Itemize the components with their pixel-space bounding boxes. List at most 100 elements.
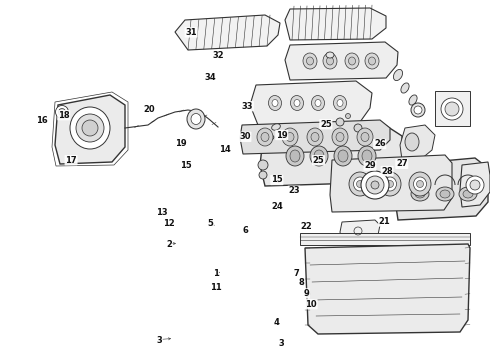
Ellipse shape: [307, 57, 314, 65]
Ellipse shape: [441, 98, 463, 120]
Polygon shape: [240, 120, 390, 154]
Ellipse shape: [393, 69, 403, 81]
Polygon shape: [305, 244, 470, 334]
Text: 19: 19: [175, 139, 187, 148]
Ellipse shape: [354, 124, 362, 132]
Polygon shape: [55, 95, 125, 164]
Ellipse shape: [436, 187, 454, 201]
Ellipse shape: [379, 172, 401, 196]
Text: 16: 16: [36, 116, 48, 125]
Polygon shape: [460, 162, 490, 207]
Text: 18: 18: [58, 111, 70, 120]
Ellipse shape: [365, 53, 379, 69]
Ellipse shape: [311, 132, 319, 141]
Ellipse shape: [282, 128, 298, 146]
Ellipse shape: [366, 176, 384, 194]
Text: 7: 7: [294, 269, 299, 278]
Polygon shape: [285, 8, 386, 40]
Ellipse shape: [334, 95, 346, 111]
Ellipse shape: [269, 95, 282, 111]
Ellipse shape: [345, 113, 350, 118]
Ellipse shape: [387, 180, 393, 188]
Text: 3: 3: [156, 336, 162, 345]
Text: 3: 3: [279, 339, 285, 348]
Ellipse shape: [470, 180, 480, 190]
Text: 11: 11: [210, 284, 221, 292]
Ellipse shape: [357, 180, 364, 188]
Ellipse shape: [336, 132, 344, 141]
Polygon shape: [250, 81, 372, 125]
Ellipse shape: [409, 172, 431, 196]
Polygon shape: [175, 15, 280, 50]
Ellipse shape: [76, 114, 104, 142]
Ellipse shape: [445, 102, 459, 116]
Text: 2: 2: [166, 240, 172, 249]
Polygon shape: [400, 125, 435, 160]
Ellipse shape: [257, 128, 273, 146]
Text: 9: 9: [303, 289, 309, 298]
Text: 4: 4: [274, 318, 280, 327]
Ellipse shape: [82, 120, 98, 136]
Ellipse shape: [414, 177, 426, 191]
Text: 5: 5: [208, 219, 214, 228]
Bar: [300, 233, 470, 245]
Text: 21: 21: [379, 217, 391, 226]
Ellipse shape: [315, 99, 321, 107]
Polygon shape: [260, 125, 402, 186]
Ellipse shape: [258, 160, 268, 170]
Ellipse shape: [326, 52, 334, 58]
Text: 31: 31: [185, 28, 197, 37]
Text: 25: 25: [320, 120, 332, 129]
Text: 26: 26: [374, 139, 386, 148]
Polygon shape: [395, 158, 488, 220]
Ellipse shape: [357, 128, 373, 146]
Text: 29: 29: [364, 161, 376, 170]
Ellipse shape: [191, 113, 201, 125]
Bar: [435, 91, 470, 126]
Ellipse shape: [371, 181, 379, 189]
Ellipse shape: [337, 99, 343, 107]
Ellipse shape: [266, 135, 274, 141]
Ellipse shape: [409, 95, 417, 105]
Ellipse shape: [261, 132, 269, 141]
Ellipse shape: [358, 146, 376, 166]
Ellipse shape: [414, 106, 422, 114]
Ellipse shape: [334, 146, 352, 166]
Ellipse shape: [314, 150, 324, 162]
Ellipse shape: [411, 187, 429, 201]
Ellipse shape: [384, 177, 396, 191]
Text: 13: 13: [156, 208, 168, 217]
Text: 23: 23: [288, 186, 300, 195]
Ellipse shape: [272, 99, 278, 107]
Text: 1: 1: [213, 269, 219, 278]
Ellipse shape: [70, 107, 110, 149]
Ellipse shape: [338, 150, 348, 162]
Ellipse shape: [336, 118, 344, 126]
Text: 25: 25: [313, 156, 324, 165]
Text: 10: 10: [305, 300, 317, 309]
Ellipse shape: [58, 108, 66, 116]
Ellipse shape: [326, 57, 334, 65]
Polygon shape: [285, 42, 398, 80]
Text: 28: 28: [381, 166, 393, 175]
Ellipse shape: [55, 105, 69, 118]
Ellipse shape: [307, 128, 323, 146]
Ellipse shape: [353, 177, 367, 191]
Ellipse shape: [290, 150, 300, 162]
Text: 15: 15: [180, 161, 192, 170]
Text: 17: 17: [65, 156, 77, 165]
Text: 15: 15: [271, 175, 283, 184]
Ellipse shape: [401, 83, 409, 93]
Ellipse shape: [291, 95, 303, 111]
Ellipse shape: [416, 180, 423, 188]
Text: 19: 19: [276, 130, 288, 139]
Ellipse shape: [463, 190, 473, 198]
Ellipse shape: [466, 176, 484, 194]
Ellipse shape: [459, 187, 477, 201]
Ellipse shape: [345, 53, 359, 69]
Ellipse shape: [361, 171, 389, 199]
Text: 22: 22: [300, 222, 312, 231]
Text: 14: 14: [220, 145, 231, 154]
Polygon shape: [330, 155, 452, 212]
Ellipse shape: [294, 99, 300, 107]
